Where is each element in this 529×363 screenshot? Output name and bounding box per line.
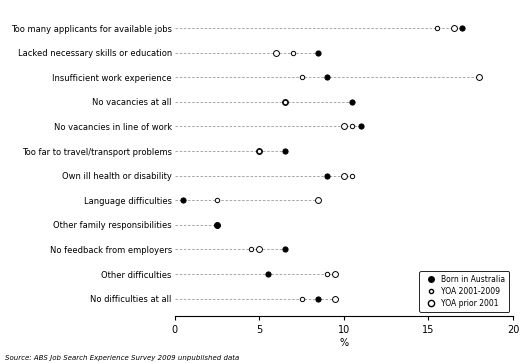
YOA 2001-2009	[348, 173, 357, 179]
YOA prior 2001	[280, 99, 289, 105]
YOA 2001-2009	[289, 50, 297, 56]
YOA 2001-2009	[433, 25, 441, 31]
Born in Australia	[179, 197, 187, 203]
YOA prior 2001	[272, 50, 280, 56]
YOA prior 2001	[213, 222, 221, 228]
YOA 2001-2009	[297, 74, 306, 80]
Born in Australia	[314, 296, 323, 302]
YOA prior 2001	[450, 25, 458, 31]
YOA prior 2001	[255, 148, 263, 154]
YOA 2001-2009	[213, 222, 221, 228]
YOA prior 2001	[340, 123, 348, 129]
Born in Australia	[213, 222, 221, 228]
YOA 2001-2009	[348, 123, 357, 129]
YOA 2001-2009	[247, 246, 255, 252]
YOA prior 2001	[340, 173, 348, 179]
Born in Australia	[280, 148, 289, 154]
Born in Australia	[357, 123, 365, 129]
X-axis label: %: %	[339, 338, 349, 348]
Born in Australia	[348, 99, 357, 105]
YOA prior 2001	[314, 197, 323, 203]
Born in Australia	[263, 271, 272, 277]
YOA prior 2001	[331, 296, 340, 302]
Legend: Born in Australia, YOA 2001-2009, YOA prior 2001: Born in Australia, YOA 2001-2009, YOA pr…	[419, 271, 509, 312]
Text: Source: ABS Job Search Experience Survey 2009 unpublished data: Source: ABS Job Search Experience Survey…	[5, 355, 240, 361]
YOA prior 2001	[475, 74, 484, 80]
YOA 2001-2009	[213, 197, 221, 203]
Born in Australia	[323, 173, 331, 179]
Born in Australia	[323, 74, 331, 80]
YOA 2001-2009	[323, 271, 331, 277]
YOA prior 2001	[255, 246, 263, 252]
Born in Australia	[314, 50, 323, 56]
YOA prior 2001	[331, 271, 340, 277]
YOA 2001-2009	[280, 99, 289, 105]
YOA 2001-2009	[297, 296, 306, 302]
Born in Australia	[280, 246, 289, 252]
Born in Australia	[458, 25, 467, 31]
YOA 2001-2009	[255, 148, 263, 154]
